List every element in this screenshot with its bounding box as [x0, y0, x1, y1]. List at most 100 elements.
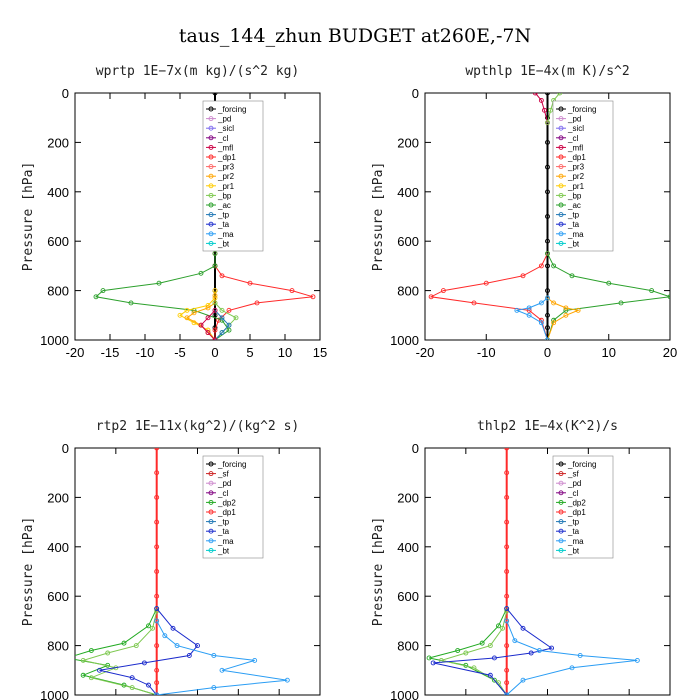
legend-marker [208, 144, 214, 150]
data-point [186, 653, 192, 658]
data-point [504, 667, 510, 673]
data-point [205, 330, 211, 336]
legend-label: _cl [217, 489, 228, 498]
data-point [212, 263, 218, 269]
legend-label: _forcing [567, 105, 596, 114]
legend-label: _cl [217, 134, 228, 143]
series-line-ta [433, 608, 553, 695]
legend-label: _bp [567, 191, 582, 200]
legend-label: _dp2 [567, 498, 586, 507]
data-point [426, 655, 432, 661]
legend-label: _pr1 [217, 182, 235, 191]
data-point [563, 312, 569, 318]
legend-marker [208, 173, 214, 179]
legend-label: _mfl [217, 143, 233, 152]
data-point [154, 448, 160, 451]
legend-label: _tp [567, 211, 580, 220]
data-point [526, 312, 532, 318]
legend-marker [208, 116, 214, 122]
legend-label: _pr2 [567, 172, 585, 181]
data-point [557, 93, 563, 96]
data-point [634, 657, 640, 663]
legend-label: _bt [567, 546, 580, 555]
data-point [569, 665, 575, 671]
y-tick-label: 1000 [40, 333, 69, 348]
data-point [154, 606, 160, 611]
plot-frame [424, 447, 671, 696]
data-point [97, 667, 102, 673]
legend-label: _bt [217, 239, 230, 248]
data-point [252, 657, 258, 663]
x-tick-label: -15 [101, 345, 120, 360]
series-line-dp1 [81, 610, 158, 695]
data-point [80, 657, 86, 663]
data-point [65, 656, 69, 660]
data-point [191, 310, 197, 316]
data-point [205, 305, 211, 311]
data-point [212, 93, 218, 96]
legend-marker [208, 212, 214, 218]
x-tick-label: 0 [544, 345, 551, 360]
legend-label: _tp [567, 518, 580, 527]
y-axis-label: Pressure [hPa] [371, 517, 386, 627]
data-point [536, 648, 542, 653]
legend-marker [558, 461, 564, 467]
legend-label: _sf [567, 470, 579, 479]
data-point [545, 251, 550, 257]
data-point [212, 307, 218, 313]
data-point [520, 625, 526, 631]
x-tick-label: 10 [278, 345, 292, 360]
x-tick-label: -10 [477, 345, 496, 360]
series-line-ma [515, 297, 548, 340]
y-tick-label: 800 [47, 639, 69, 654]
legend-marker [208, 135, 214, 141]
data-point [504, 618, 510, 624]
data-point [471, 665, 477, 671]
data-point [545, 288, 550, 294]
legend-label: _cl [567, 489, 578, 498]
data-point [548, 107, 554, 113]
data-point [212, 251, 218, 257]
y-tick-label: 800 [397, 284, 419, 299]
data-point [154, 494, 160, 500]
panel-title: thlp2 1E−4x(K^2)/s [477, 419, 618, 434]
data-point [504, 470, 510, 476]
figure-title: taus_144_zhun BUDGET at260E,-7N [179, 25, 531, 47]
legend-marker [558, 528, 564, 534]
legend-marker [558, 116, 564, 122]
data-point [219, 273, 225, 279]
data-point [545, 120, 550, 126]
series-line-dp2 [75, 608, 158, 695]
legend-label: _ma [217, 230, 234, 239]
data-point [428, 294, 434, 300]
data-point [146, 623, 151, 629]
data-point [541, 107, 547, 113]
legend-marker [558, 547, 564, 553]
data-point [504, 569, 510, 574]
series-line-ac [94, 253, 230, 340]
legend: _forcing_sf_pd_cl_dp2_dp1_tp_ta_ma_bt [202, 455, 264, 559]
data-point [154, 593, 160, 599]
data-point [205, 315, 211, 321]
legend-marker [558, 135, 564, 141]
legend-marker [558, 490, 564, 496]
series-line-ac [547, 253, 670, 340]
legend-label: _forcing [567, 460, 596, 469]
y-tick-label: 600 [47, 589, 69, 604]
data-point [211, 653, 217, 658]
panel-title: wpthlp 1E−4x(m K)/s^2 [465, 64, 629, 79]
data-point [545, 115, 550, 121]
data-point [538, 263, 544, 269]
y-tick-label: 1000 [40, 688, 69, 700]
data-point [154, 569, 160, 574]
data-point [430, 660, 436, 666]
legend-label: _dp1 [217, 153, 236, 162]
panel-title: wprtp 1E−7x(m kg)/(s^2 kg) [96, 64, 300, 79]
data-point [219, 667, 225, 673]
legend-marker [558, 164, 564, 170]
legend-marker [208, 240, 214, 246]
legend-marker [558, 538, 564, 544]
legend-marker [208, 480, 214, 486]
y-tick-label: 200 [47, 135, 69, 150]
